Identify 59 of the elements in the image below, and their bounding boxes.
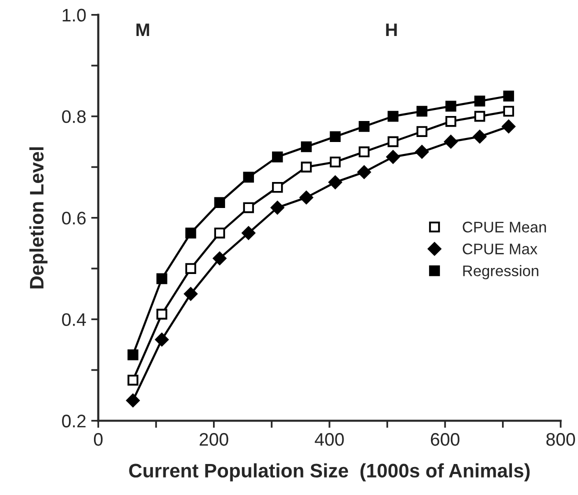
point bbox=[328, 175, 342, 190]
point bbox=[416, 106, 428, 117]
point bbox=[128, 374, 138, 386]
point bbox=[156, 308, 168, 320]
point bbox=[300, 162, 312, 172]
y-tick-label: 0.6 bbox=[62, 212, 86, 225]
point bbox=[243, 202, 254, 214]
point bbox=[156, 273, 168, 284]
x-axis-title: Current Population Size (1000s of Animals) bbox=[129, 463, 530, 482]
legend-label: Regression bbox=[463, 265, 538, 280]
point bbox=[212, 252, 226, 266]
point bbox=[472, 130, 487, 144]
annotation: H bbox=[386, 24, 397, 36]
point bbox=[128, 349, 138, 360]
point bbox=[386, 150, 400, 164]
point bbox=[503, 106, 514, 117]
x-tick-label: 800 bbox=[546, 433, 576, 446]
point bbox=[357, 165, 371, 179]
point bbox=[243, 172, 254, 183]
x-tick-label: 600 bbox=[430, 433, 460, 446]
point bbox=[388, 136, 398, 148]
point bbox=[300, 190, 314, 204]
x-tick-label: 200 bbox=[200, 433, 228, 446]
y-axis-title: Depletion Level bbox=[29, 147, 48, 288]
point bbox=[185, 263, 196, 274]
point bbox=[358, 146, 370, 158]
point bbox=[388, 110, 398, 122]
point bbox=[214, 228, 226, 238]
point bbox=[358, 121, 370, 132]
point bbox=[242, 226, 256, 240]
y-tick-label: 0.8 bbox=[62, 110, 86, 124]
y-tick-label: 0.4 bbox=[62, 313, 86, 326]
point bbox=[474, 110, 486, 122]
y-tick-label: 0.2 bbox=[62, 414, 86, 428]
legend-label: CPUE Mean bbox=[462, 222, 546, 232]
legend-label: CPUE Max bbox=[462, 244, 538, 254]
point bbox=[300, 141, 312, 152]
point bbox=[272, 151, 283, 162]
x-tick-label: 0 bbox=[94, 433, 103, 446]
point bbox=[416, 126, 428, 137]
point bbox=[502, 120, 516, 134]
annotation: M bbox=[136, 24, 150, 36]
point bbox=[272, 182, 283, 193]
point bbox=[330, 156, 341, 168]
point bbox=[330, 131, 341, 142]
point bbox=[270, 200, 284, 214]
x-tick-label: 400 bbox=[314, 433, 344, 446]
point bbox=[415, 145, 429, 159]
point bbox=[503, 90, 514, 102]
y-tick-label: 1.0 bbox=[62, 8, 86, 22]
point bbox=[155, 332, 169, 346]
point bbox=[445, 116, 456, 127]
point bbox=[444, 134, 458, 148]
point bbox=[185, 228, 196, 238]
point bbox=[184, 287, 198, 301]
point bbox=[445, 100, 456, 112]
point bbox=[474, 96, 486, 107]
point bbox=[214, 197, 226, 208]
point bbox=[126, 394, 140, 408]
